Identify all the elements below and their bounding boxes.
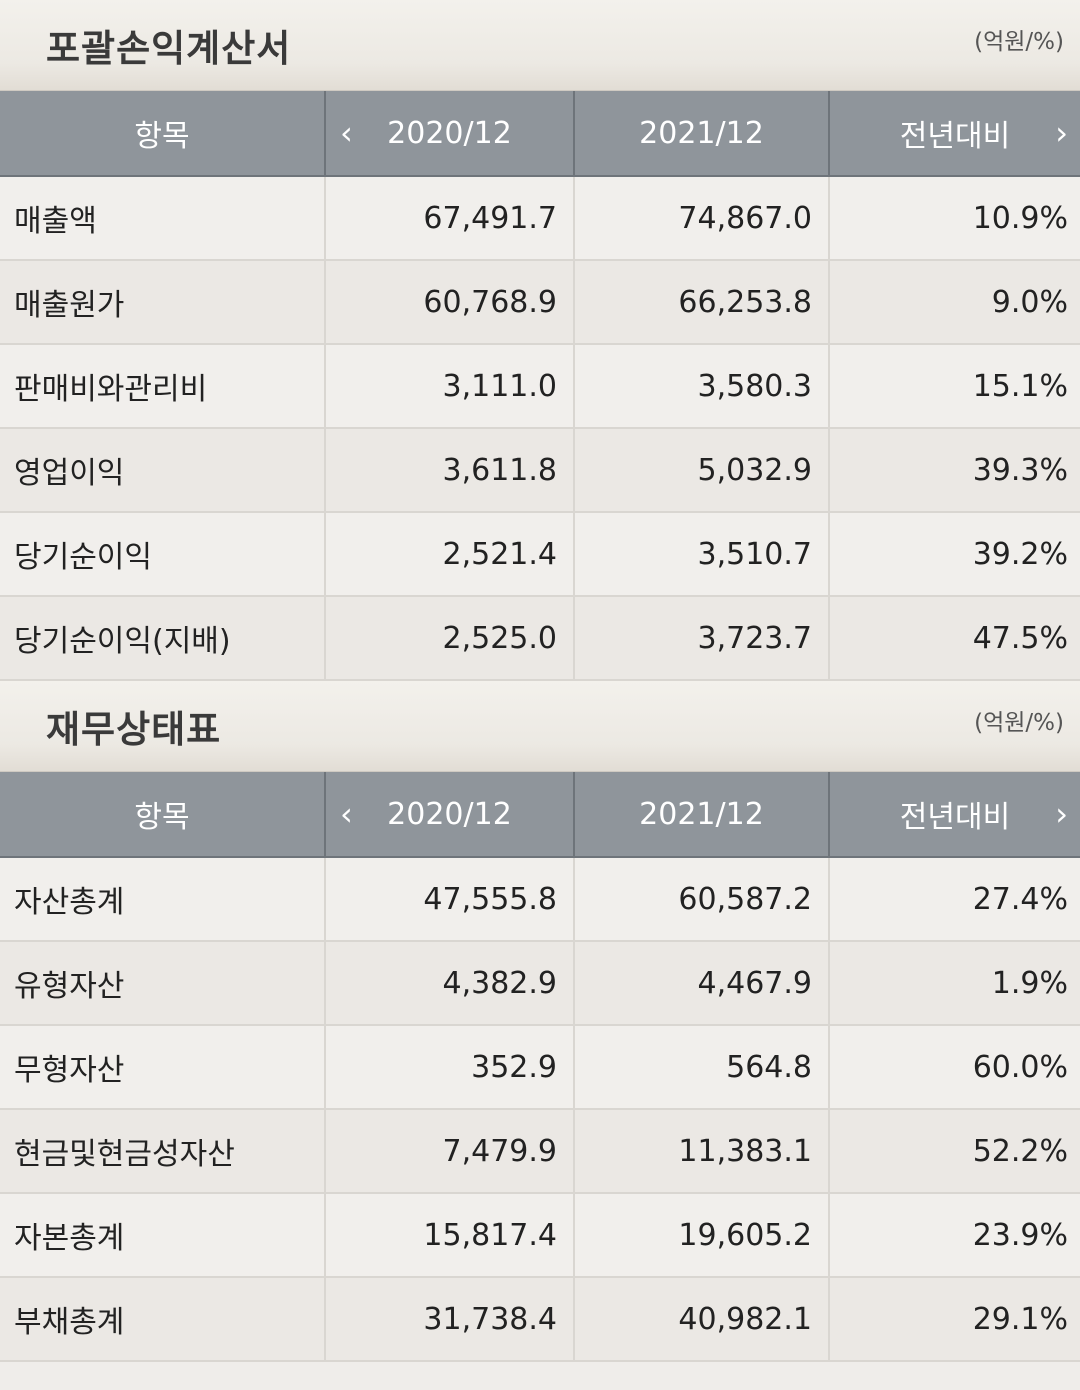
value-yoy: 29.1% [828, 1277, 1080, 1362]
value-prev: 67,491.7 [324, 176, 574, 261]
row-label: 무형자산 [0, 1025, 325, 1110]
value-curr: 564.8 [573, 1025, 829, 1110]
value-prev: 4,382.9 [324, 941, 574, 1026]
section-title: 포괄손익계산서 [46, 27, 292, 70]
balance-sheet-table: 항목 ‹ 2020/12 2021/12 전년대비 › 자산총계 47,555.… [0, 772, 1080, 1362]
column-header-prev-period: ‹ 2020/12 [324, 772, 574, 858]
table-row: 무형자산 352.9 564.8 60.0% [0, 1025, 1080, 1110]
column-header-yoy: 전년대비 › [828, 91, 1080, 177]
income-statement-table: 항목 ‹ 2020/12 2021/12 전년대비 › 매출액 67,491.7… [0, 91, 1080, 681]
value-prev: 3,611.8 [324, 428, 574, 513]
value-prev: 7,479.9 [324, 1109, 574, 1194]
column-header-curr-period: 2021/12 [573, 91, 829, 177]
value-prev: 2,525.0 [324, 596, 574, 681]
table-row: 자본총계 15,817.4 19,605.2 23.9% [0, 1193, 1080, 1278]
row-label: 현금및현금성자산 [0, 1109, 325, 1194]
chevron-right-icon[interactable]: › [1055, 114, 1068, 152]
value-yoy: 15.1% [828, 344, 1080, 429]
value-prev: 3,111.0 [324, 344, 574, 429]
table-row: 유형자산 4,382.9 4,467.9 1.9% [0, 941, 1080, 1026]
value-prev: 15,817.4 [324, 1193, 574, 1278]
value-yoy: 23.9% [828, 1193, 1080, 1278]
column-header-yoy: 전년대비 › [828, 772, 1080, 858]
value-curr: 3,723.7 [573, 596, 829, 681]
column-header-item: 항목 [0, 91, 325, 177]
value-curr: 66,253.8 [573, 260, 829, 345]
table-header-row: 항목 ‹ 2020/12 2021/12 전년대비 › [0, 772, 1080, 858]
value-yoy: 1.9% [828, 941, 1080, 1026]
table-row: 자산총계 47,555.8 60,587.2 27.4% [0, 857, 1080, 942]
value-prev: 2,521.4 [324, 512, 574, 597]
value-curr: 40,982.1 [573, 1277, 829, 1362]
value-yoy: 60.0% [828, 1025, 1080, 1110]
unit-label: (억원/%) [974, 710, 1064, 736]
value-yoy: 27.4% [828, 857, 1080, 942]
table-row: 당기순이익 2,521.4 3,510.7 39.2% [0, 512, 1080, 597]
value-yoy: 9.0% [828, 260, 1080, 345]
value-curr: 60,587.2 [573, 857, 829, 942]
unit-label: (억원/%) [974, 29, 1064, 55]
row-label: 당기순이익(지배) [0, 596, 325, 681]
column-header-prev-period: ‹ 2020/12 [324, 91, 574, 177]
value-yoy: 10.9% [828, 176, 1080, 261]
table-row: 영업이익 3,611.8 5,032.9 39.3% [0, 428, 1080, 513]
row-label: 매출액 [0, 176, 325, 261]
chevron-left-icon[interactable]: ‹ [340, 114, 353, 152]
value-prev: 47,555.8 [324, 857, 574, 942]
value-prev: 60,768.9 [324, 260, 574, 345]
value-yoy: 47.5% [828, 596, 1080, 681]
row-label: 부채총계 [0, 1277, 325, 1362]
row-label: 자산총계 [0, 857, 325, 942]
income-statement-header: 포괄손익계산서 (억원/%) [0, 0, 1080, 91]
value-yoy: 52.2% [828, 1109, 1080, 1194]
row-label: 당기순이익 [0, 512, 325, 597]
row-label: 판매비와관리비 [0, 344, 325, 429]
value-prev: 31,738.4 [324, 1277, 574, 1362]
value-yoy: 39.3% [828, 428, 1080, 513]
balance-sheet-header: 재무상태표 (억원/%) [0, 681, 1080, 772]
row-label: 영업이익 [0, 428, 325, 513]
table-header-row: 항목 ‹ 2020/12 2021/12 전년대비 › [0, 91, 1080, 177]
table-row: 판매비와관리비 3,111.0 3,580.3 15.1% [0, 344, 1080, 429]
table-row: 매출액 67,491.7 74,867.0 10.9% [0, 176, 1080, 261]
value-curr: 19,605.2 [573, 1193, 829, 1278]
row-label: 유형자산 [0, 941, 325, 1026]
value-curr: 3,510.7 [573, 512, 829, 597]
chevron-right-icon[interactable]: › [1055, 795, 1068, 833]
row-label: 자본총계 [0, 1193, 325, 1278]
value-curr: 74,867.0 [573, 176, 829, 261]
table-row: 현금및현금성자산 7,479.9 11,383.1 52.2% [0, 1109, 1080, 1194]
table-row: 매출원가 60,768.9 66,253.8 9.0% [0, 260, 1080, 345]
table-row: 부채총계 31,738.4 40,982.1 29.1% [0, 1277, 1080, 1362]
value-yoy: 39.2% [828, 512, 1080, 597]
chevron-left-icon[interactable]: ‹ [340, 795, 353, 833]
value-prev: 352.9 [324, 1025, 574, 1110]
column-header-item: 항목 [0, 772, 325, 858]
table-row: 당기순이익(지배) 2,525.0 3,723.7 47.5% [0, 596, 1080, 681]
value-curr: 3,580.3 [573, 344, 829, 429]
column-header-curr-period: 2021/12 [573, 772, 829, 858]
row-label: 매출원가 [0, 260, 325, 345]
value-curr: 4,467.9 [573, 941, 829, 1026]
value-curr: 5,032.9 [573, 428, 829, 513]
value-curr: 11,383.1 [573, 1109, 829, 1194]
section-title: 재무상태표 [46, 708, 222, 751]
